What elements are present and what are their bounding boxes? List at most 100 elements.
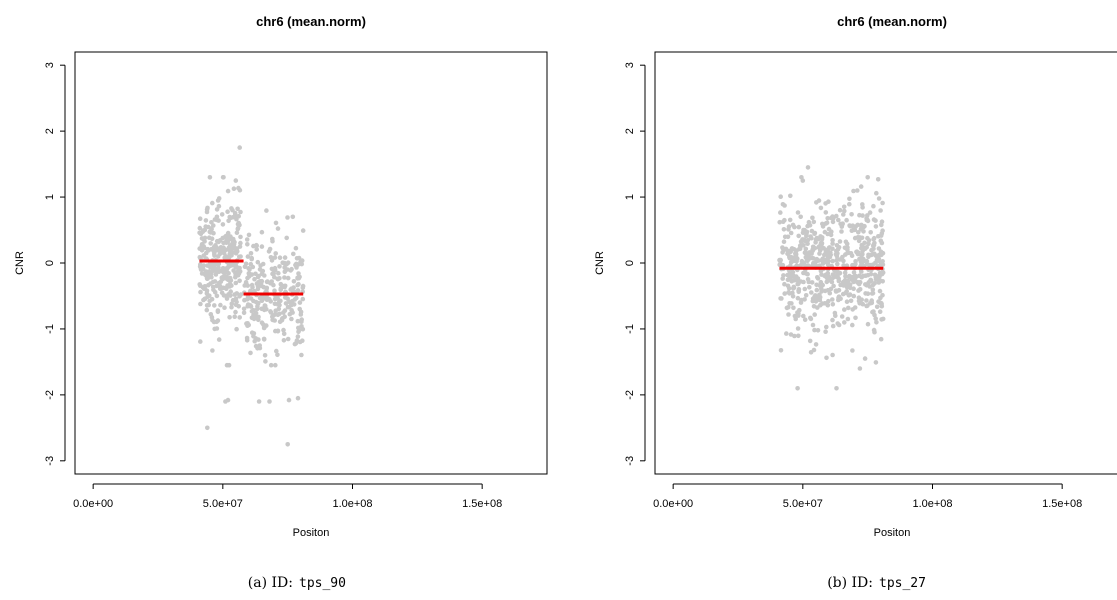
data-point: [827, 290, 833, 296]
caption-label: (b) ID:: [827, 575, 873, 591]
data-point: [798, 214, 803, 220]
data-point: [236, 304, 241, 309]
data-point: [212, 246, 217, 252]
data-point: [209, 269, 215, 274]
data-point: [835, 261, 840, 267]
data-point: [233, 214, 238, 219]
data-point: [791, 305, 796, 311]
data-point: [234, 326, 239, 332]
data-point: [275, 296, 281, 301]
data-point: [808, 234, 813, 239]
data-point: [880, 259, 885, 264]
data-point: [234, 299, 239, 305]
data-point: [261, 284, 267, 290]
data-point: [849, 212, 854, 217]
data-point: [782, 217, 787, 223]
data-point: [788, 193, 793, 199]
data-point: [261, 337, 267, 342]
data-point: [785, 277, 791, 283]
data-point: [832, 310, 838, 316]
data-point: [278, 286, 284, 291]
data-point: [790, 258, 796, 263]
data-point: [869, 291, 875, 296]
x-tick-label: 0.0e+00: [653, 498, 693, 510]
data-point: [801, 243, 806, 248]
data-point: [300, 283, 306, 289]
data-point: [273, 251, 279, 256]
data-point: [296, 325, 301, 331]
data-point: [842, 270, 848, 276]
data-point: [820, 256, 826, 262]
data-point: [222, 266, 228, 272]
data-point: [278, 281, 284, 287]
data-point: [209, 314, 215, 320]
data-point: [876, 196, 882, 201]
data-point: [280, 316, 285, 321]
data-point: [245, 242, 250, 247]
data-point: [879, 222, 884, 228]
data-point: [251, 331, 257, 336]
data-point: [822, 288, 828, 294]
data-point: [876, 280, 882, 285]
data-point: [812, 312, 817, 317]
data-point: [297, 300, 303, 305]
data-point: [812, 327, 817, 333]
data-point: [244, 237, 250, 242]
y-tick-label: -3: [624, 456, 636, 466]
data-point: [878, 238, 884, 243]
segment-lines: [199, 259, 304, 296]
data-point: [276, 270, 281, 276]
data-point: [855, 188, 860, 193]
data-point: [232, 314, 237, 320]
data-point: [245, 254, 251, 259]
data-point: [865, 291, 871, 297]
data-point: [250, 285, 255, 290]
data-point: [823, 221, 828, 226]
data-point: [835, 275, 841, 280]
data-point: [204, 307, 210, 313]
data-point: [849, 253, 855, 258]
data-point: [869, 300, 875, 306]
data-point: [857, 287, 863, 292]
data-point: [255, 274, 261, 280]
data-point: [225, 188, 231, 194]
data-point: [262, 303, 268, 308]
data-point: [859, 253, 864, 258]
data-point: [810, 296, 816, 302]
data-point: [210, 200, 215, 206]
data-point: [295, 334, 301, 339]
data-point: [258, 263, 263, 268]
data-point: [273, 220, 279, 226]
data-point: [219, 290, 225, 296]
data-point: [818, 240, 824, 246]
data-point: [788, 263, 793, 268]
data-points: [777, 165, 886, 391]
x-axis: 0.0e+00 5.0e+07 1.0e+08 1.5e+08: [73, 483, 502, 510]
data-point: [243, 261, 249, 267]
data-point: [871, 203, 876, 209]
data-point: [213, 272, 219, 277]
data-point: [299, 258, 305, 263]
data-point: [850, 262, 855, 268]
data-point: [215, 283, 220, 288]
data-point: [880, 316, 886, 322]
data-point: [780, 262, 786, 268]
data-point: [295, 318, 301, 324]
data-point: [806, 279, 812, 285]
data-point: [214, 261, 220, 267]
data-point: [298, 312, 304, 317]
data-point: [282, 283, 288, 289]
data-point: [804, 231, 809, 237]
data-point: [791, 284, 797, 290]
data-point: [852, 305, 858, 310]
data-point: [828, 252, 833, 258]
data-point: [200, 266, 206, 272]
data-point: [845, 316, 851, 322]
data-point: [223, 286, 229, 291]
data-point: [253, 271, 258, 277]
data-point: [877, 288, 883, 294]
data-point: [233, 309, 238, 315]
data-point: [871, 217, 877, 222]
data-point: [834, 248, 839, 254]
